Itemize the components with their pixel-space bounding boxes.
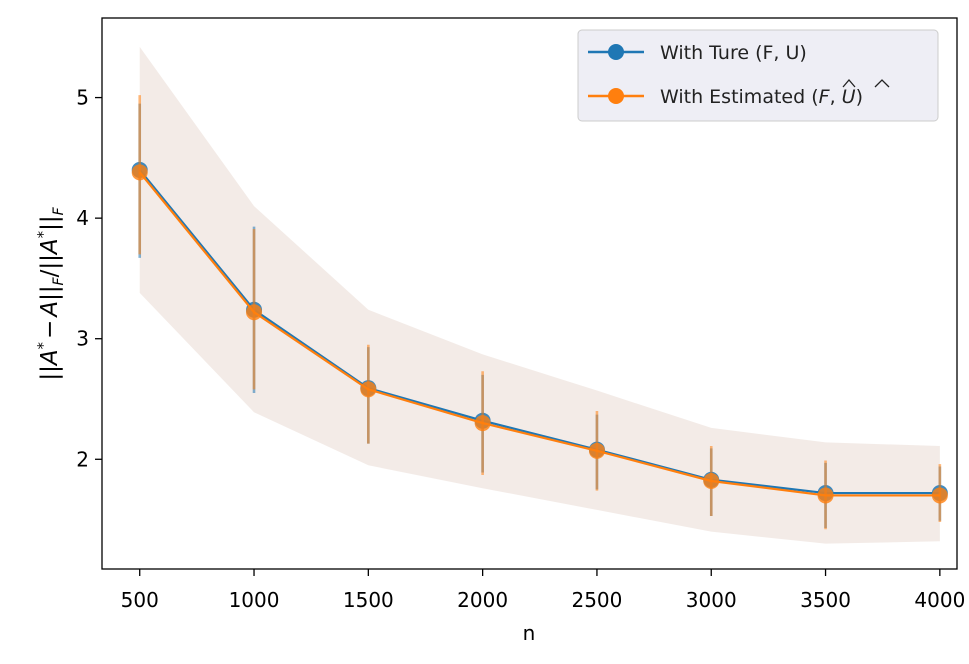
ylabel-close: || [37, 285, 63, 301]
series-line [138, 169, 940, 495]
x-tick-label: 2000 [457, 588, 508, 612]
legend-est-f: F [819, 86, 831, 108]
ylabel-open2: || [37, 254, 63, 270]
data-point [703, 472, 720, 489]
y-axis: 2 3 4 5 [76, 86, 102, 471]
ylabel-a-hat: A [37, 301, 63, 319]
x-tick-label: 1000 [229, 588, 280, 612]
y-tick-label: 2 [76, 447, 89, 471]
svg-text:||A*−A||F/||A*||F: ||A*−A||F/||A*||F [34, 206, 67, 380]
ylabel-star: * [34, 341, 52, 349]
x-tick-label: 4000 [914, 588, 965, 612]
x-tick-label: 1500 [343, 588, 394, 612]
data-point [246, 304, 263, 321]
data-point [931, 487, 948, 504]
band-area [139, 46, 940, 544]
legend-hat-f [842, 79, 856, 88]
y-tick-label: 3 [76, 327, 89, 351]
data-point [817, 487, 834, 504]
ylabel-close2: || [37, 215, 63, 231]
legend-est-sep: , [830, 86, 842, 108]
data-point [474, 415, 491, 432]
series-line [138, 171, 940, 497]
confidence-band [139, 46, 940, 544]
x-tick-label: 500 [121, 588, 159, 612]
ylabel-sub-f2: F [51, 206, 67, 215]
legend-marker-estimated [608, 88, 624, 104]
legend-est-prefix: With Estimated ( [660, 86, 819, 108]
x-tick-label: 3500 [800, 588, 851, 612]
x-axis-label: n [523, 621, 536, 645]
legend-est-suffix: ) [856, 86, 863, 108]
ylabel-slash: / [37, 269, 63, 277]
ylabel-a-star: A [37, 349, 63, 367]
x-tick-label: 2500 [571, 588, 622, 612]
legend-hat-u [874, 79, 890, 88]
y-tick-label: 5 [76, 86, 89, 110]
legend-est-u: U [842, 86, 856, 108]
y-axis-label: ||A*−A||F/||A*||F [34, 206, 67, 380]
x-axis: 500 1000 1500 2000 2500 3000 3500 4000 [121, 569, 965, 612]
legend-label-estimated: With Estimated (F, U) [660, 86, 863, 108]
ylabel-star2: * [34, 230, 52, 238]
legend-label-ture: With Ture (F, U) [660, 42, 807, 64]
data-point [360, 381, 377, 398]
data-point [131, 164, 148, 181]
x-tick-label: 3000 [686, 588, 737, 612]
plot-frame [101, 17, 958, 570]
data-point [588, 442, 605, 459]
ylabel-a-star2: A [37, 238, 63, 256]
legend-box [577, 29, 939, 122]
ylabel-minus: − [37, 320, 63, 339]
series-1 [131, 95, 948, 530]
legend-marker-ture [608, 44, 624, 60]
legend: With Ture (F, U) With Estimated (F, U) [577, 29, 939, 122]
series-layer [131, 95, 948, 530]
ylabel-sub-f: F [51, 276, 67, 285]
y-tick-label: 4 [76, 206, 89, 230]
ylabel-open: || [37, 365, 63, 381]
